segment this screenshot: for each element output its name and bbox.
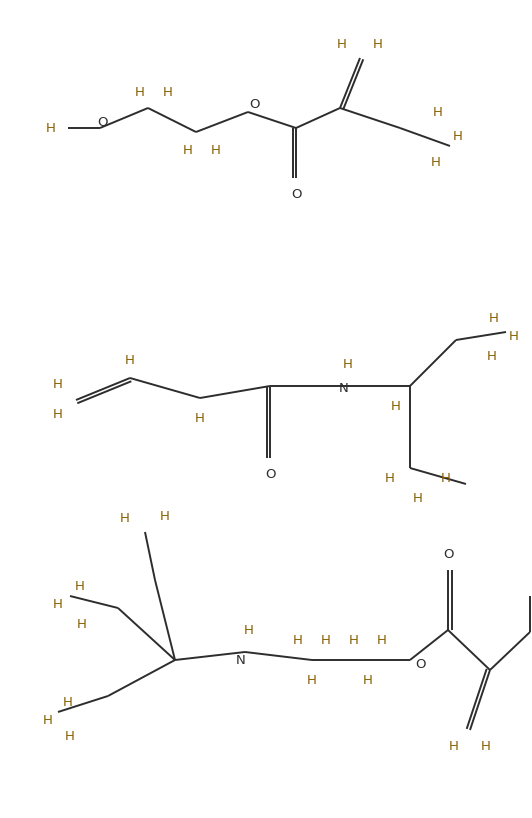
Text: H: H xyxy=(453,129,463,142)
Text: H: H xyxy=(53,597,63,610)
Text: H: H xyxy=(53,377,63,390)
Text: O: O xyxy=(249,97,259,110)
Text: H: H xyxy=(63,695,73,708)
Text: H: H xyxy=(391,399,401,412)
Text: O: O xyxy=(415,658,425,671)
Text: H: H xyxy=(449,739,459,753)
Text: H: H xyxy=(163,86,173,98)
Text: H: H xyxy=(46,122,56,134)
Text: H: H xyxy=(43,713,53,726)
Text: H: H xyxy=(489,312,499,325)
Text: H: H xyxy=(349,633,359,646)
Text: H: H xyxy=(343,357,353,371)
Text: H: H xyxy=(307,673,317,686)
Text: H: H xyxy=(509,330,519,343)
Text: H: H xyxy=(135,86,145,98)
Text: H: H xyxy=(431,155,441,169)
Text: H: H xyxy=(481,739,491,753)
Text: O: O xyxy=(265,468,275,480)
Text: H: H xyxy=(77,618,87,631)
Text: N: N xyxy=(236,654,246,667)
Text: H: H xyxy=(363,673,373,686)
Text: H: H xyxy=(293,633,303,646)
Text: H: H xyxy=(195,411,205,425)
Text: H: H xyxy=(211,143,221,156)
Text: H: H xyxy=(321,633,331,646)
Text: H: H xyxy=(385,471,395,484)
Text: H: H xyxy=(53,407,63,420)
Text: H: H xyxy=(75,579,85,592)
Text: H: H xyxy=(377,633,387,646)
Text: H: H xyxy=(413,492,423,505)
Text: H: H xyxy=(160,510,170,523)
Text: H: H xyxy=(433,106,443,119)
Text: O: O xyxy=(443,547,453,560)
Text: H: H xyxy=(441,471,451,484)
Text: O: O xyxy=(97,115,107,128)
Text: H: H xyxy=(337,38,347,51)
Text: N: N xyxy=(339,381,349,394)
Text: H: H xyxy=(244,623,254,636)
Text: H: H xyxy=(125,353,135,366)
Text: H: H xyxy=(65,730,75,743)
Text: H: H xyxy=(487,349,497,362)
Text: O: O xyxy=(291,187,301,200)
Text: H: H xyxy=(120,511,130,524)
Text: H: H xyxy=(373,38,383,51)
Text: H: H xyxy=(183,143,193,156)
